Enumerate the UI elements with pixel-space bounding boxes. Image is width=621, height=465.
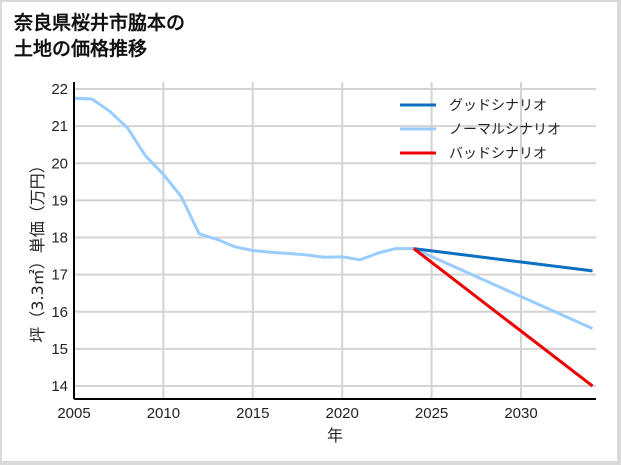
x-tick-label: 2020 — [326, 405, 359, 422]
chart-frame — [2, 2, 617, 461]
chart-title: 奈良県桜井市脇本の 土地の価格推移 — [14, 10, 185, 62]
y-tick-label: 15 — [51, 341, 68, 358]
y-tick-label: 21 — [51, 118, 68, 135]
series-line — [412, 247, 594, 388]
x-axis-label: 年 — [327, 426, 343, 445]
y-axis-label: 坪（3.3㎡）単価（万円） — [28, 157, 47, 342]
series-line — [73, 96, 594, 330]
title-line-2: 土地の価格推移 — [14, 38, 148, 60]
tick-labels: 14 15 16 17 18 19 20 21 22 2005 2010 2015 2020 2025 20… — [51, 81, 537, 422]
y-tick-label: 14 — [51, 378, 68, 395]
y-tick-label: 18 — [51, 230, 68, 247]
y-tick-label: 17 — [51, 267, 68, 284]
grid-lines — [73, 82, 596, 399]
series-line — [413, 247, 593, 273]
legend-label: バッドシナリオ — [449, 146, 547, 162]
x-tick-label: 2030 — [504, 405, 537, 422]
y-tick-label: 16 — [51, 304, 68, 321]
x-tick-label: 2010 — [147, 405, 180, 422]
x-tick-label: 2005 — [57, 405, 90, 422]
x-tick-label: 2015 — [236, 405, 269, 422]
axes — [73, 82, 596, 400]
y-tick-label: 22 — [51, 81, 68, 98]
x-tick-label: 2025 — [415, 405, 448, 422]
legend-label: ノーマルシナリオ — [449, 122, 561, 138]
title-line-1: 奈良県桜井市脇本の — [14, 12, 186, 34]
legend-label: グッドシナリオ — [449, 98, 547, 114]
y-tick-label: 19 — [51, 192, 68, 209]
data-series — [73, 96, 594, 388]
y-tick-label: 20 — [51, 155, 68, 172]
